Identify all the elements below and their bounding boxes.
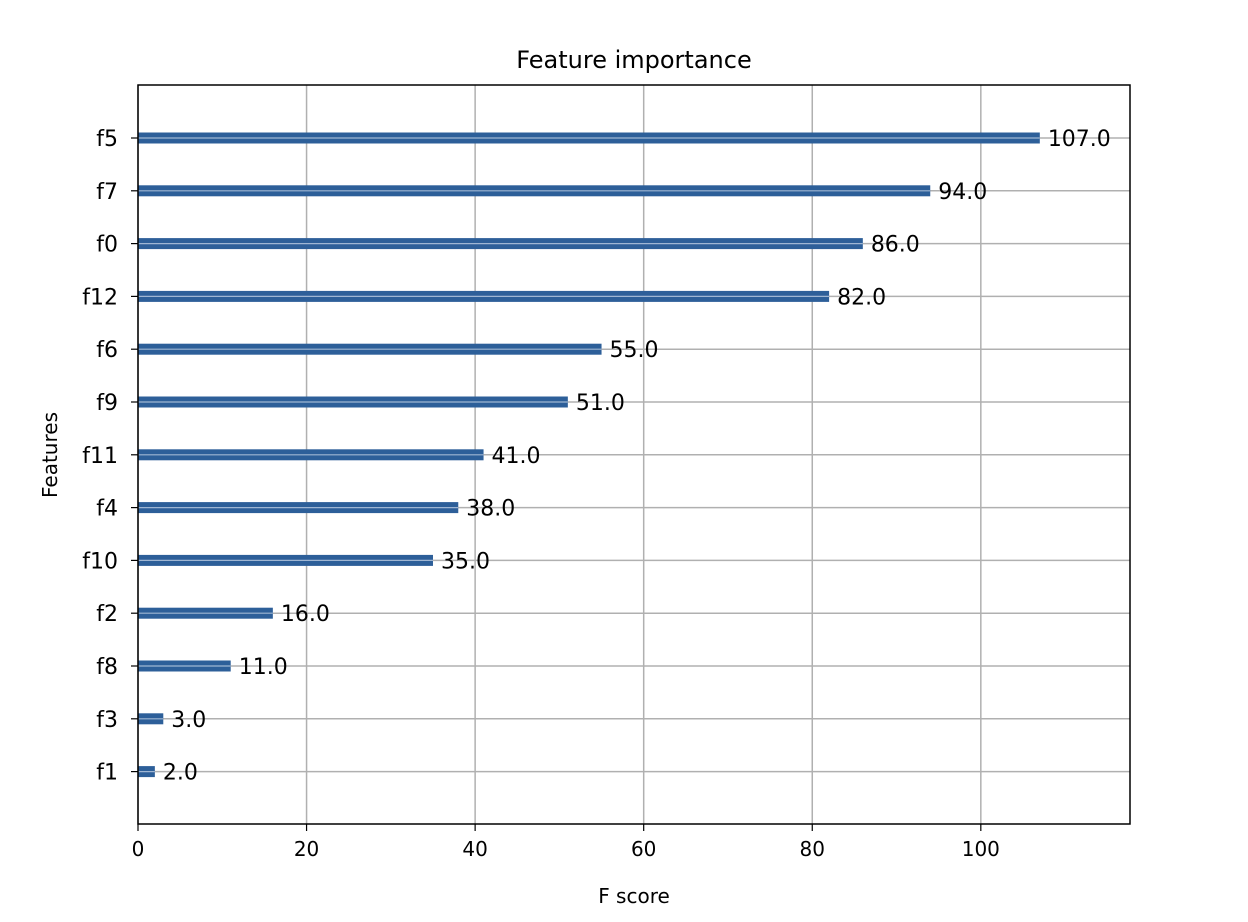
y-tick-label: f2: [96, 602, 118, 627]
x-tick-label: 40: [462, 837, 487, 861]
x-axis-label: F score: [598, 884, 670, 908]
y-tick-label: f4: [96, 497, 118, 522]
y-tick-label: f8: [96, 655, 118, 680]
value-labels: 107.0 94.0 86.0 82.0 55.0 51.0 41.0 38.0 35.0 16.…: [163, 127, 1111, 786]
value-label: 3.0: [171, 708, 206, 733]
y-axis-label: Features: [38, 412, 62, 498]
value-label: 51.0: [576, 391, 625, 416]
y-tick-label: f10: [82, 549, 118, 574]
x-axis-ticks: 0 20 40 60 80 100: [132, 824, 1000, 861]
chart-title: Feature importance: [516, 46, 751, 74]
y-tick-label: f12: [82, 285, 118, 310]
value-label: 38.0: [466, 497, 515, 522]
value-label: 2.0: [163, 761, 198, 786]
y-tick-label: f7: [96, 180, 118, 205]
y-tick-label: f5: [96, 127, 118, 152]
value-label: 55.0: [610, 338, 659, 363]
y-tick-label: f1: [96, 761, 118, 786]
x-tick-label: 100: [962, 837, 1000, 861]
y-tick-label: f11: [82, 444, 118, 469]
y-tick-label: f9: [96, 391, 118, 416]
y-tick-label: f6: [96, 338, 118, 363]
value-label: 11.0: [239, 655, 288, 680]
value-label: 107.0: [1048, 127, 1111, 152]
y-tick-label: f0: [96, 233, 118, 258]
x-tick-label: 0: [132, 837, 145, 861]
bars: [138, 132, 1040, 778]
value-label: 35.0: [441, 549, 490, 574]
value-label: 41.0: [492, 444, 541, 469]
value-label: 16.0: [281, 602, 330, 627]
y-axis-ticks: f5 f7 f0 f12 f6 f9 f11 f4 f10 f2 f8 f3 f1: [82, 127, 138, 786]
value-label: 82.0: [837, 285, 886, 310]
y-tick-label: f3: [96, 708, 118, 733]
value-label: 86.0: [871, 233, 920, 258]
value-label: 94.0: [938, 180, 987, 205]
x-tick-label: 20: [294, 837, 319, 861]
x-tick-label: 60: [631, 837, 656, 861]
x-tick-label: 80: [800, 837, 825, 861]
